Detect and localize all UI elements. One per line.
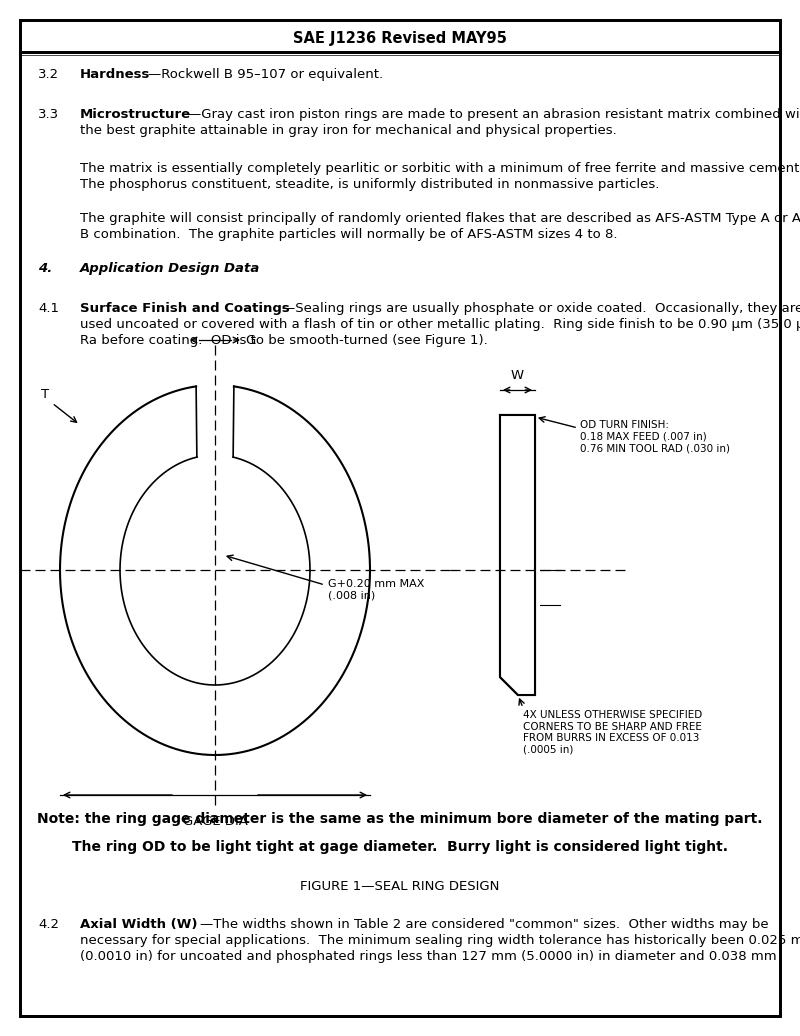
Text: OD TURN FINISH:
0.18 MAX FEED (.007 in)
0.76 MIN TOOL RAD (.030 in): OD TURN FINISH: 0.18 MAX FEED (.007 in) … — [580, 420, 730, 453]
Text: Note: the ring gage diameter is the same as the minimum bore diameter of the mat: Note: the ring gage diameter is the same… — [38, 812, 762, 826]
Text: W: W — [511, 369, 524, 382]
Text: the best graphite attainable in gray iron for mechanical and physical properties: the best graphite attainable in gray iro… — [80, 124, 617, 137]
Text: 4.1: 4.1 — [38, 303, 59, 315]
Text: 3.2: 3.2 — [38, 68, 59, 81]
Text: necessary for special applications.  The minimum sealing ring width tolerance ha: necessary for special applications. The … — [80, 934, 800, 947]
Text: 4X UNLESS OTHERWISE SPECIFIED
CORNERS TO BE SHARP AND FREE
FROM BURRS IN EXCESS : 4X UNLESS OTHERWISE SPECIFIED CORNERS TO… — [523, 710, 702, 755]
Text: Hardness: Hardness — [80, 68, 150, 81]
Text: G+0.20 mm MAX
(.008 in): G+0.20 mm MAX (.008 in) — [328, 579, 424, 601]
Text: Surface Finish and Coatings: Surface Finish and Coatings — [80, 303, 290, 315]
Text: —The widths shown in Table 2 are considered "common" sizes.  Other widths may be: —The widths shown in Table 2 are conside… — [200, 918, 769, 931]
Text: —Gray cast iron piston rings are made to present an abrasion resistant matrix co: —Gray cast iron piston rings are made to… — [188, 108, 800, 121]
Text: —Sealing rings are usually phosphate or oxide coated.  Occasionally, they are: —Sealing rings are usually phosphate or … — [282, 303, 800, 315]
Text: —Rockwell B 95–107 or equivalent.: —Rockwell B 95–107 or equivalent. — [148, 68, 383, 81]
Text: T: T — [41, 388, 49, 402]
Text: 4.: 4. — [38, 262, 52, 275]
Text: The ring OD to be light tight at gage diameter.  Burry light is considered light: The ring OD to be light tight at gage di… — [72, 840, 728, 854]
Text: Microstructure: Microstructure — [80, 108, 191, 121]
Text: The graphite will consist principally of randomly oriented flakes that are descr: The graphite will consist principally of… — [80, 212, 800, 225]
Text: Ra before coating.  OD is to be smooth-turned (see Figure 1).: Ra before coating. OD is to be smooth-tu… — [80, 334, 488, 347]
Text: SAE J1236 Revised MAY95: SAE J1236 Revised MAY95 — [293, 30, 507, 46]
Text: 3.3: 3.3 — [38, 108, 59, 121]
Text: Axial Width (W): Axial Width (W) — [80, 918, 198, 931]
Text: FIGURE 1—SEAL RING DESIGN: FIGURE 1—SEAL RING DESIGN — [300, 880, 500, 893]
Polygon shape — [500, 415, 535, 695]
Text: G: G — [245, 334, 255, 346]
Text: The phosphorus constituent, steadite, is uniformly distributed in nonmassive par: The phosphorus constituent, steadite, is… — [80, 178, 659, 191]
Text: (0.0010 in) for uncoated and phosphated rings less than 127 mm (5.0000 in) in di: (0.0010 in) for uncoated and phosphated … — [80, 950, 777, 963]
Text: 4.2: 4.2 — [38, 918, 59, 931]
Text: B combination.  The graphite particles will normally be of AFS-ASTM sizes 4 to 8: B combination. The graphite particles wi… — [80, 228, 618, 241]
Text: Application Design Data: Application Design Data — [80, 262, 260, 275]
Text: GAGE DIA: GAGE DIA — [182, 815, 247, 828]
Text: used uncoated or covered with a flash of tin or other metallic plating.  Ring si: used uncoated or covered with a flash of… — [80, 318, 800, 330]
Text: The matrix is essentially completely pearlitic or sorbitic with a minimum of fre: The matrix is essentially completely pea… — [80, 162, 800, 175]
